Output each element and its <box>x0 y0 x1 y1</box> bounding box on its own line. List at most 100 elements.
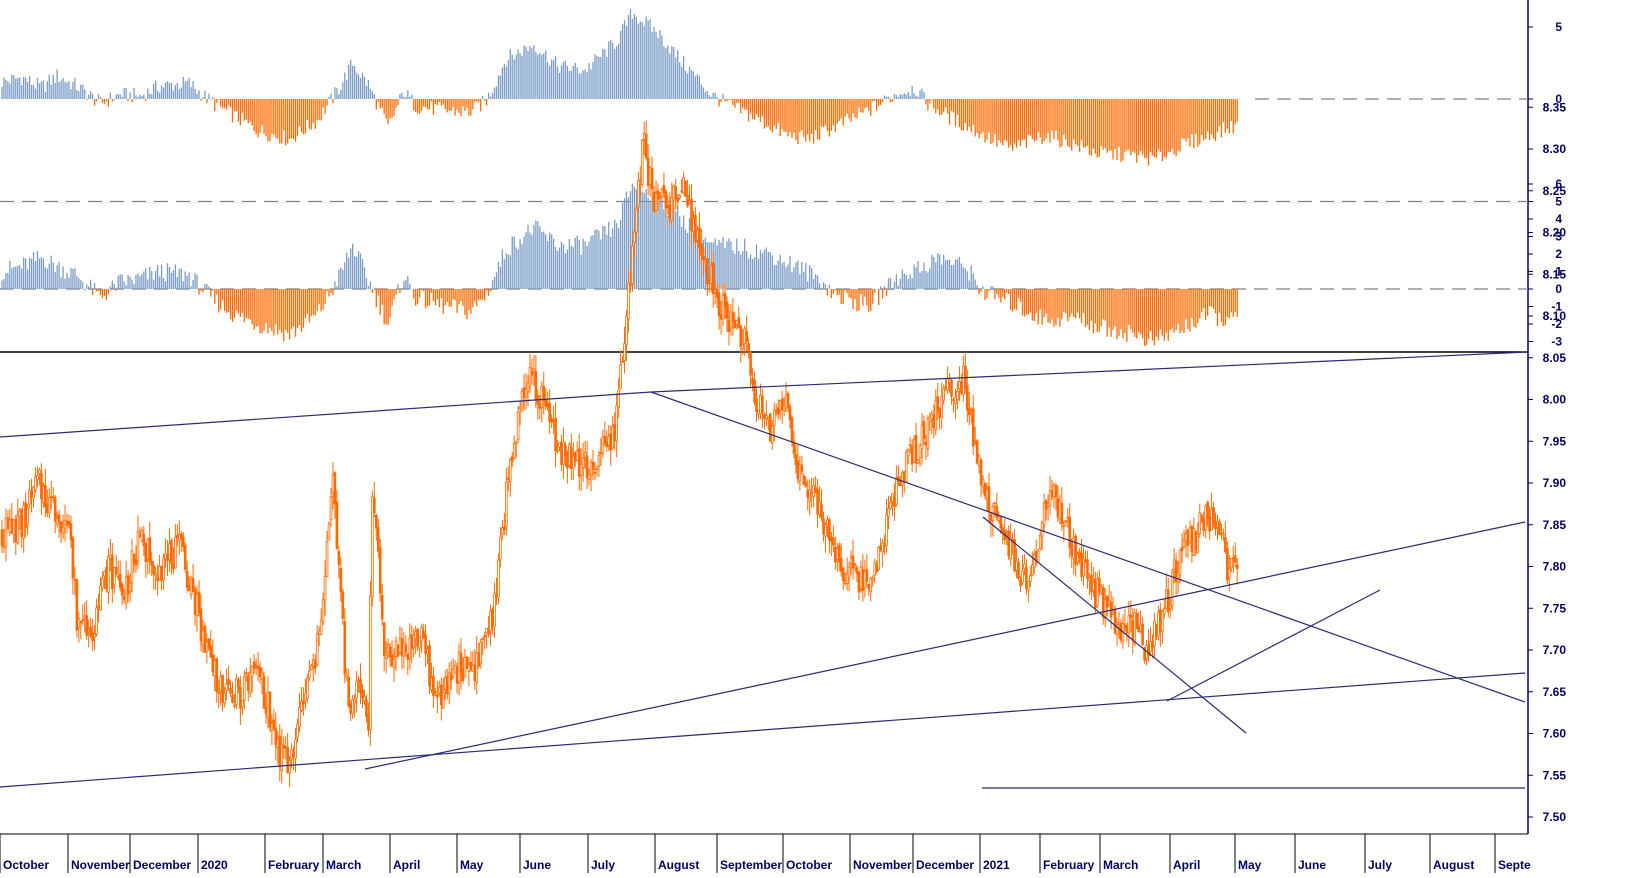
candle-body <box>552 420 555 423</box>
axis-tick-label: 7.70 <box>1543 643 1567 657</box>
candle-body <box>1094 578 1097 609</box>
candle-body <box>698 227 701 249</box>
candle-body <box>1115 627 1119 636</box>
candle-body <box>353 699 356 704</box>
candle-body <box>374 514 378 529</box>
candle-body <box>485 627 488 634</box>
candle-body <box>142 533 146 547</box>
candle-body <box>189 578 193 596</box>
candle-body <box>546 403 549 408</box>
candle-body <box>61 526 65 534</box>
candle-body <box>416 628 419 647</box>
candle-body <box>491 608 494 627</box>
candle-body <box>469 661 473 670</box>
candle-body <box>154 573 157 577</box>
candle-body <box>81 619 85 622</box>
candle-body <box>648 167 652 185</box>
candle-body <box>1058 500 1062 520</box>
candle-body <box>262 676 266 709</box>
candle-body <box>47 497 51 514</box>
candle-body <box>335 501 339 549</box>
candle-body <box>1233 555 1237 563</box>
month-label: February <box>268 858 320 872</box>
candle-body <box>426 648 429 655</box>
candle-body <box>57 514 61 523</box>
candle-body <box>981 479 985 487</box>
candle-body <box>1036 550 1040 563</box>
axis-tick-label: 8.25 <box>1543 184 1567 198</box>
candle-body <box>351 699 354 714</box>
candle-body <box>436 694 439 698</box>
candle-body <box>49 495 53 498</box>
candle-body <box>845 573 849 585</box>
candle-body <box>755 398 758 412</box>
candle-body <box>668 204 672 218</box>
candle-body <box>975 440 979 464</box>
candle-body <box>1139 624 1142 632</box>
candle-body <box>315 633 319 666</box>
candle-body <box>950 380 953 397</box>
candle-body <box>373 497 376 514</box>
candle-body <box>674 186 678 199</box>
candle-body <box>455 666 459 684</box>
candle-body <box>1186 529 1190 546</box>
candle-body <box>329 495 333 521</box>
candle-body <box>1194 531 1198 551</box>
candle-body <box>91 632 94 642</box>
candle-body <box>286 746 289 773</box>
candle-body <box>902 471 906 481</box>
candle-body <box>440 684 443 706</box>
candle-body <box>713 289 717 294</box>
candle-body <box>512 443 516 459</box>
candle-body <box>818 501 821 515</box>
candle-body <box>1056 498 1060 518</box>
candle-body <box>410 634 414 650</box>
candle-body <box>288 760 291 774</box>
candle-body <box>274 727 278 746</box>
candle-body <box>570 447 573 469</box>
candle-body <box>258 666 262 677</box>
candle-body <box>895 477 898 505</box>
candle-body <box>235 678 238 705</box>
candle-body <box>71 537 75 579</box>
candle-body <box>183 545 187 570</box>
candle-body <box>109 554 112 559</box>
candle-body <box>932 414 936 429</box>
oscillator-2-bars <box>0 183 1528 347</box>
candle-body <box>244 672 248 675</box>
axis-tick-label: 7.95 <box>1543 434 1567 448</box>
candle-body <box>530 370 534 376</box>
candle-body <box>237 679 240 688</box>
candle-body <box>660 189 664 197</box>
candle-body <box>597 455 601 467</box>
candle-body <box>18 510 22 517</box>
candle-body <box>1119 622 1123 641</box>
candle-body <box>432 675 435 697</box>
candle-body <box>487 630 490 634</box>
candle-body <box>311 659 315 667</box>
candle-body <box>573 452 577 462</box>
candle-body <box>473 664 477 681</box>
candle-body <box>428 644 431 687</box>
candle-body <box>605 441 609 448</box>
candle-body <box>347 677 351 707</box>
candle-body <box>544 399 548 407</box>
candle-body <box>617 389 620 408</box>
candle-body <box>664 191 668 209</box>
candle-body <box>1090 575 1093 593</box>
candle-body <box>865 569 869 583</box>
time-axis: October November December 2020 February March… <box>0 834 1531 873</box>
candle-body <box>298 706 301 728</box>
axis-tick-label: 7.60 <box>1543 727 1567 741</box>
candle-body <box>28 489 31 505</box>
candle-body <box>558 442 561 448</box>
candle-body <box>522 387 526 398</box>
candle-body <box>656 190 660 200</box>
candle-body <box>166 553 169 561</box>
candle-body <box>1210 508 1213 530</box>
candle-body <box>1060 503 1064 525</box>
candle-body <box>1212 507 1215 523</box>
candle-body <box>733 319 737 329</box>
candle-body <box>1226 547 1229 581</box>
candle-body <box>1202 518 1206 531</box>
